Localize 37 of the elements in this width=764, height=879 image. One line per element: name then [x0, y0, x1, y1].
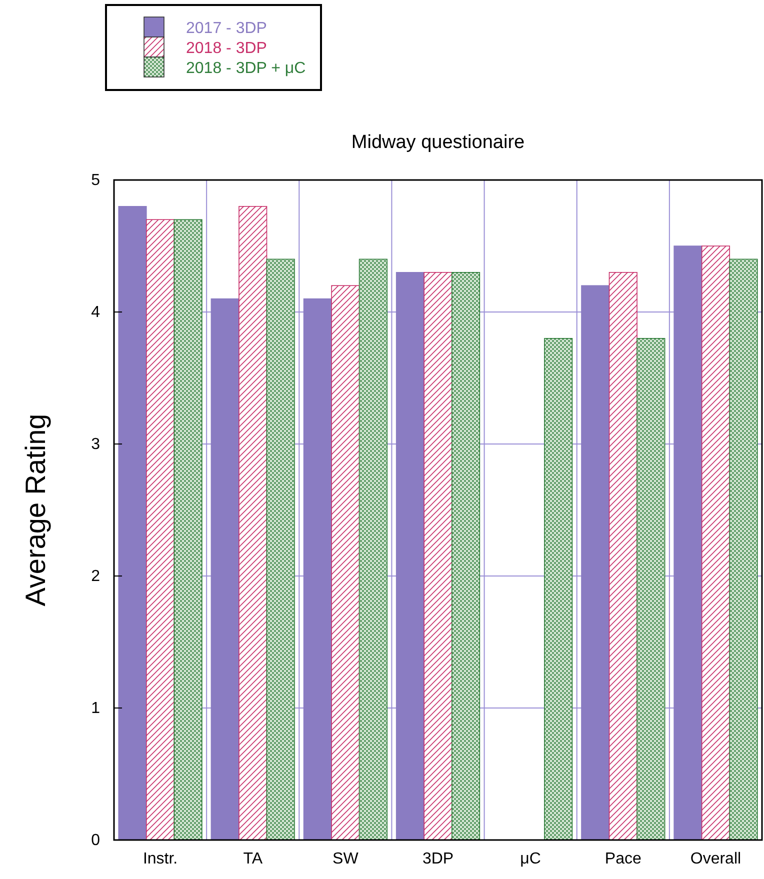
x-tick-label: Pace: [604, 850, 642, 868]
bar: [701, 246, 730, 840]
bar: [424, 272, 452, 840]
bar: [396, 272, 425, 840]
bar: [303, 298, 332, 840]
y-axis-title: Average Rating: [20, 414, 51, 606]
bar: [636, 338, 666, 840]
bar: [358, 258, 388, 840]
chart-title: Midway questionaire: [351, 132, 525, 153]
bar: [210, 298, 240, 840]
y-tick-label: 4: [91, 304, 100, 322]
x-tick-label: Overall: [690, 850, 742, 868]
bar: [451, 272, 480, 840]
bar: [674, 246, 702, 840]
y-tick-label: 0: [91, 832, 100, 850]
bar: [331, 285, 360, 840]
x-tick-label: 3DP: [422, 850, 454, 868]
bar: [238, 206, 268, 840]
x-tick-label: TA: [243, 850, 263, 868]
bar: [118, 206, 147, 840]
y-tick-label: 3: [91, 436, 100, 454]
bar: [729, 258, 758, 840]
bar: [608, 272, 638, 840]
bar: [581, 285, 610, 840]
legend-label: 2018 - 3DP: [186, 40, 267, 57]
bar: [146, 219, 175, 840]
legend-label: 2017 - 3DP: [186, 20, 267, 37]
x-tick-label: SW: [332, 850, 360, 868]
y-tick-label: 1: [91, 700, 100, 718]
bar: [174, 219, 202, 840]
x-tick-label: μC: [520, 850, 541, 868]
x-tick-label: Instr.: [142, 850, 178, 868]
y-tick-label: 5: [91, 172, 100, 190]
legend-label: 2018 - 3DP + μC: [186, 60, 306, 77]
bar: [544, 338, 573, 840]
bar: [266, 258, 295, 840]
y-tick-label: 2: [91, 568, 100, 586]
